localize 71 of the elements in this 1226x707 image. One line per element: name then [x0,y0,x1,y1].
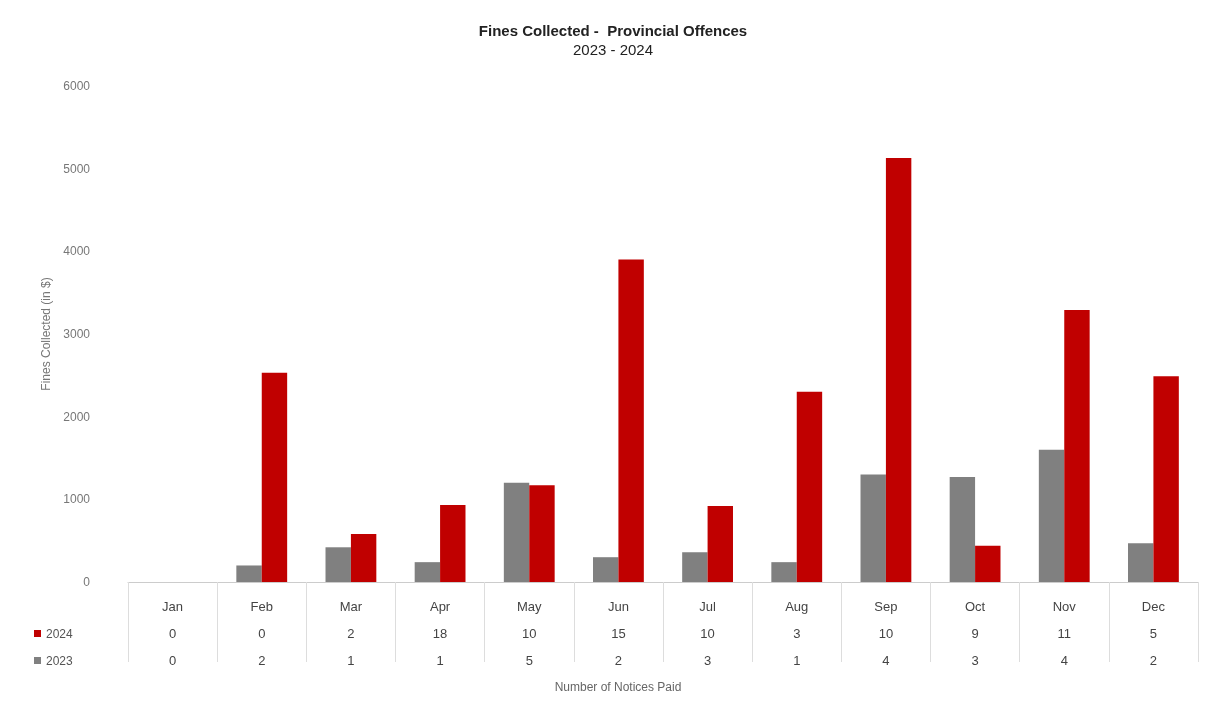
bar [1038,449,1065,582]
bar [350,534,377,582]
x-tick-label: Jun [607,599,629,614]
y-tick-label: 1000 [63,492,91,507]
bar [503,482,530,582]
bar [593,557,619,582]
bar [414,562,441,582]
y-axis-title: Fines Collected (in $) [39,277,54,391]
bar [529,485,555,582]
data-label: 3 [793,626,801,641]
x-tick-label: Oct [964,599,986,614]
bar [236,565,262,582]
bar [1153,376,1179,582]
x-tick-label: May [516,599,543,614]
x-tick-label: Aug [785,599,809,614]
data-label: 2 [614,653,623,668]
bar [440,505,466,582]
data-label: 5 [1149,626,1158,641]
y-tick-label: 5000 [63,161,91,176]
bar [707,505,733,582]
bar [885,157,912,582]
data-label: 18 [432,626,448,641]
bar [1064,310,1090,582]
data-label: 10 [522,626,537,641]
y-tick-label: 2024 [46,626,74,641]
data-label: 2 [347,626,355,641]
bar [618,259,644,582]
bar [325,547,351,582]
bar [860,474,886,582]
y-tick-label: 0 [83,575,91,589]
data-label: 3 [703,653,712,668]
data-label: 4 [1060,653,1068,668]
x-tick-label: Jan [162,599,184,614]
data-label: 5 [525,653,533,668]
bar [975,545,1001,582]
data-label: 2 [1149,653,1158,668]
data-label: 4 [882,653,890,668]
y-tick-label: 2000 [63,409,91,424]
data-label: 10 [878,626,894,641]
y-tick-label: 3000 [63,327,91,341]
data-label: 1 [436,653,444,668]
data-label: 1 [347,653,355,668]
data-label: 0 [258,626,266,641]
data-label: 1 [793,653,801,668]
bar [682,552,708,582]
x-axis-title: Number of Notices Paid [554,680,682,694]
bar [261,372,288,582]
chart-subtitle: 2023 - 2024 [572,41,654,58]
bar [949,477,976,582]
data-label: 0 [168,626,177,641]
y-tick-label: 6000 [63,79,91,93]
data-label: 3 [971,653,979,668]
x-tick-label: Jul [699,599,716,614]
data-label: 0 [168,653,177,668]
x-tick-label: Nov [1052,599,1077,614]
chart-title: Fines Collected - Provincial Offences [478,22,748,39]
x-tick-label: Sep [874,599,898,614]
data-label: 10 [700,626,715,641]
bar [1128,543,1154,582]
x-tick-label: Mar [339,599,363,614]
y-tick-label: 2023 [46,653,74,668]
data-label: 2 [258,653,266,668]
data-label: 15 [611,626,626,641]
x-tick-label: Feb [250,599,273,614]
y-tick-label: 4000 [63,244,91,259]
data-label: 11 [1057,626,1071,641]
bar [771,562,797,582]
bar [796,391,823,582]
x-tick-label: Dec [1141,599,1166,614]
x-tick-label: Apr [429,599,451,614]
data-label: 9 [971,626,979,641]
